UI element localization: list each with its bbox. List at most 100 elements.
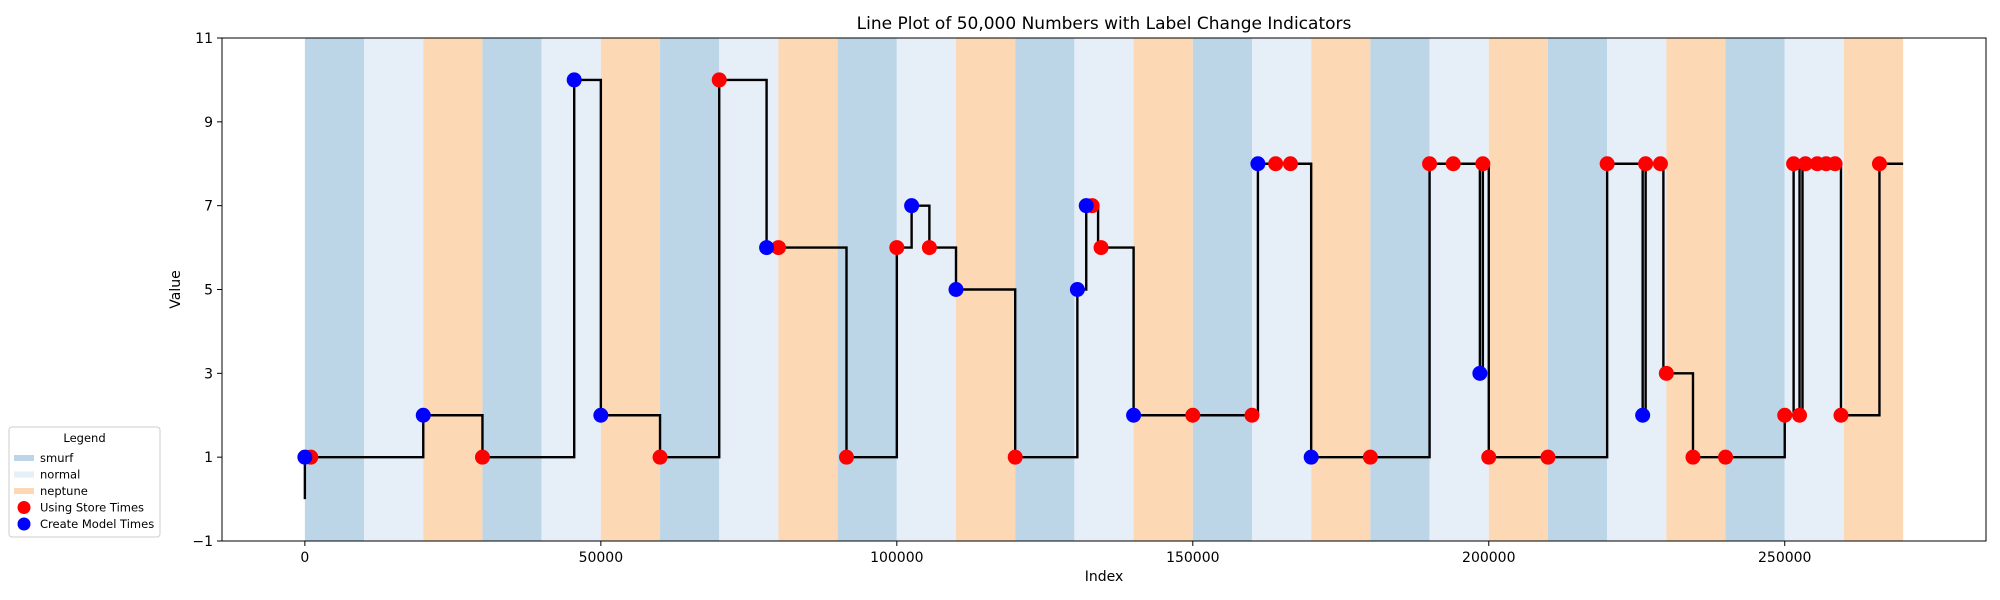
- store-time-point: [1871, 156, 1887, 172]
- x-tick-label: 50000: [579, 550, 624, 566]
- band-smurf: [1370, 38, 1430, 541]
- store-time-point: [1777, 407, 1793, 423]
- store-time-point: [889, 240, 905, 256]
- x-tick-label: 100000: [870, 550, 923, 566]
- model-time-point: [1126, 407, 1142, 423]
- store-time-point: [1445, 156, 1461, 172]
- store-time-point: [1282, 156, 1298, 172]
- band-normal: [1251, 38, 1312, 541]
- y-tick-label: 1: [204, 450, 213, 466]
- band-neptune: [600, 38, 661, 541]
- marker-series: [297, 72, 1887, 465]
- store-time-point: [1833, 407, 1849, 423]
- store-time-point: [1786, 156, 1802, 172]
- store-time-point: [1599, 156, 1615, 172]
- legend-box: [8, 426, 161, 538]
- y-axis-label: Value: [168, 270, 184, 308]
- band-neptune: [1666, 38, 1726, 541]
- store-time-point: [1422, 156, 1438, 172]
- store-time-point: [1718, 449, 1734, 465]
- band-neptune: [1488, 38, 1548, 541]
- store-time-point: [1658, 365, 1674, 381]
- band-normal: [541, 38, 601, 541]
- legend-marker: [17, 501, 31, 514]
- store-time-point: [1481, 449, 1497, 465]
- model-time-point: [1472, 365, 1488, 381]
- x-axis-label: Index: [1085, 569, 1124, 585]
- store-time-point: [1362, 449, 1378, 465]
- store-time-point: [1792, 407, 1808, 423]
- model-time-point: [1069, 282, 1085, 297]
- x-tick-label: 200000: [1462, 550, 1515, 566]
- store-time-point: [1797, 156, 1813, 172]
- store-time-point: [1685, 449, 1701, 465]
- model-time-point: [566, 72, 582, 88]
- model-time-point: [297, 449, 313, 465]
- band-neptune: [423, 38, 483, 541]
- model-time-point: [759, 240, 775, 256]
- y-axis-ticks: −1 1 3 5 7 9 11: [192, 31, 222, 550]
- legend-swatch-smurf: [14, 455, 34, 461]
- store-time-point: [1185, 407, 1201, 423]
- legend-entry-label: Create Model Times: [40, 517, 154, 531]
- store-time-point: [770, 240, 786, 256]
- y-tick-label: 9: [204, 115, 213, 131]
- store-time-point: [474, 449, 490, 465]
- legend-entry-label: Using Store Times: [40, 501, 144, 515]
- x-axis-ticks: 0 50000 100000 150000 200000 250000: [300, 541, 1811, 566]
- model-time-point: [904, 198, 920, 214]
- store-time-point: [1475, 156, 1491, 172]
- x-tick-label: 0: [300, 550, 309, 566]
- store-time-point: [1007, 449, 1023, 465]
- store-time-point: [1093, 240, 1109, 256]
- legend-swatch-neptune: [14, 488, 34, 494]
- y-tick-label: 7: [204, 199, 213, 215]
- legend-title: Legend: [63, 431, 105, 445]
- chart-title: Line Plot of 50,000 Numbers with Label C…: [857, 14, 1352, 34]
- band-normal: [719, 38, 779, 541]
- y-tick-label: 3: [204, 366, 213, 382]
- legend-entry-label: normal: [40, 468, 80, 482]
- legend-entry-label: neptune: [40, 484, 88, 498]
- store-time-point: [711, 72, 727, 88]
- store-time-point: [1652, 156, 1668, 172]
- store-time-point: [1638, 156, 1654, 172]
- x-tick-label: 150000: [1166, 550, 1219, 566]
- model-time-point: [948, 282, 964, 297]
- legend-swatch-normal: [14, 471, 34, 478]
- band-smurf: [1725, 38, 1785, 541]
- band-smurf: [304, 38, 365, 541]
- band-normal: [1607, 38, 1667, 541]
- band-normal: [364, 38, 424, 541]
- band-smurf: [1192, 38, 1252, 541]
- model-time-point: [593, 407, 609, 423]
- band-smurf: [1015, 38, 1075, 541]
- band-smurf: [1547, 38, 1608, 541]
- legend-entry-label: smurf: [40, 451, 74, 465]
- store-time-point: [839, 449, 855, 465]
- y-tick-label: −1: [192, 534, 213, 550]
- store-time-point: [1827, 156, 1843, 172]
- store-time-point: [1244, 407, 1260, 423]
- model-time-point: [1635, 407, 1651, 423]
- band-neptune: [1133, 38, 1193, 541]
- store-time-point: [921, 240, 937, 256]
- band-smurf: [482, 38, 542, 541]
- legend: Legend smurf normal neptune Using Store Time…: [8, 426, 161, 538]
- band-neptune: [1843, 38, 1904, 541]
- model-time-point: [1078, 198, 1094, 214]
- legend-marker: [17, 517, 31, 531]
- band-neptune: [1311, 38, 1371, 541]
- model-time-point: [1250, 156, 1266, 172]
- band-smurf: [660, 38, 720, 541]
- y-tick-label: 5: [204, 283, 213, 299]
- store-time-point: [1268, 156, 1284, 172]
- band-normal: [896, 38, 957, 541]
- y-tick-label: 11: [195, 31, 213, 47]
- model-time-point: [415, 407, 431, 423]
- x-tick-label: 250000: [1758, 550, 1811, 566]
- store-time-point: [1540, 449, 1556, 465]
- band-neptune: [778, 38, 838, 541]
- model-time-point: [1303, 449, 1319, 465]
